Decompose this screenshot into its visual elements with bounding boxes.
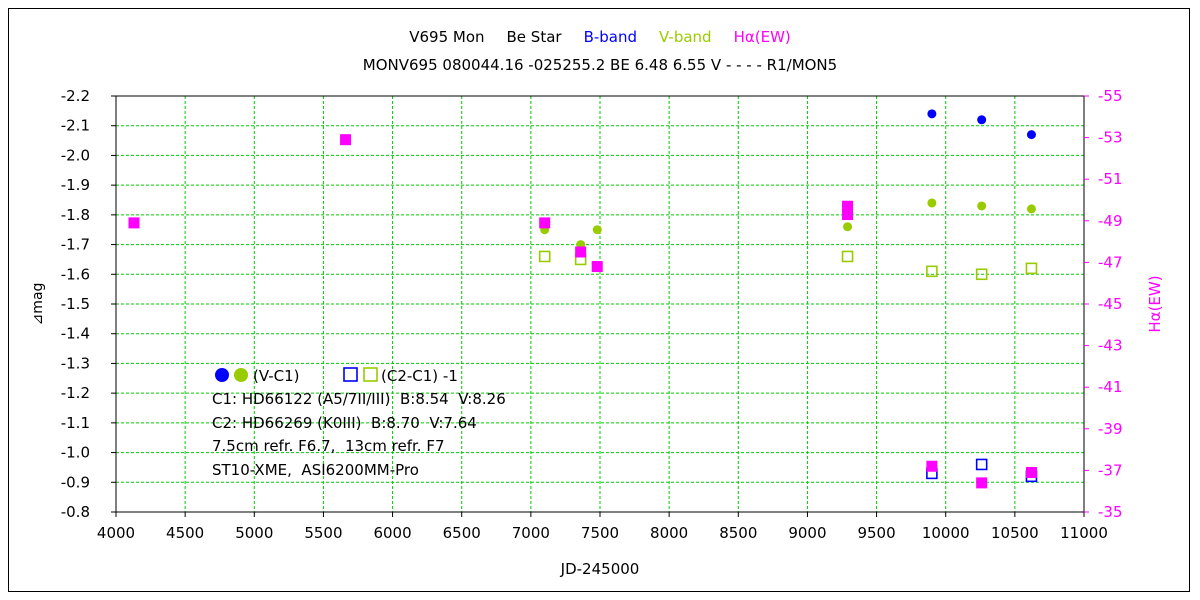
data-point bbox=[1025, 466, 1037, 478]
legend-comp1: C1: HD66122 (A5/7II/III) B:8.54 V:8.26 bbox=[212, 390, 506, 408]
y2-tick-label: -53 bbox=[1098, 129, 1123, 147]
data-point bbox=[927, 109, 937, 119]
y-tick-label: -1.3 bbox=[61, 354, 90, 372]
x-tick-label: 8500 bbox=[719, 524, 757, 542]
data-point bbox=[591, 261, 603, 273]
axis-ticks bbox=[111, 95, 1089, 517]
y-tick-label: -0.9 bbox=[61, 473, 90, 491]
axis-labels: 4000 4500 5000 5500 6000 6500 7000 7500 8000 8500… bbox=[30, 87, 1164, 578]
y-tick-label: -1.2 bbox=[61, 384, 90, 402]
title-part-3: V-band bbox=[659, 28, 712, 46]
legend-cameras: ST10-XME, ASI6200MM-Pro bbox=[212, 461, 419, 479]
y-tick-label: -1.1 bbox=[61, 414, 90, 432]
x-tick-label: 5000 bbox=[235, 524, 273, 542]
x-tick-label: 6500 bbox=[443, 524, 481, 542]
y-tick-label: -1.8 bbox=[61, 206, 90, 224]
x-tick-label: 9500 bbox=[857, 524, 895, 542]
y-tick-label: -1.0 bbox=[61, 444, 90, 462]
chart-title: V695 Mon Be Star B-band V-band Hα(EW) bbox=[0, 28, 1200, 46]
legend-b-circle bbox=[215, 368, 229, 382]
y-tick-label: -1.5 bbox=[61, 295, 90, 313]
y2-tick-label: -51 bbox=[1098, 170, 1123, 188]
y-tick-label: -2.2 bbox=[61, 87, 90, 105]
y-tick-label: -1.6 bbox=[61, 265, 90, 283]
grid-lines bbox=[116, 96, 1084, 512]
data-point bbox=[340, 134, 352, 146]
x-tick-label: 8000 bbox=[650, 524, 688, 542]
data-point bbox=[128, 217, 140, 229]
legend-comp2: C2: HD66269 (K0III) B:8.70 V:7.64 bbox=[212, 414, 477, 432]
data-point bbox=[1025, 262, 1038, 275]
y2-tick-label: -49 bbox=[1098, 212, 1123, 230]
legend-c2c1-label: (C2-C1) -1 bbox=[381, 367, 458, 385]
x-tick-label: 4000 bbox=[97, 524, 135, 542]
y2-tick-label: -55 bbox=[1098, 87, 1123, 105]
legend-telescopes: 7.5cm refr. F6.7, 13cm refr. F7 bbox=[212, 437, 445, 455]
y-tick-label: -1.4 bbox=[61, 325, 90, 343]
data-marks bbox=[128, 109, 1038, 489]
data-point bbox=[977, 201, 987, 211]
y2-tick-label: -39 bbox=[1098, 420, 1123, 438]
legend-vc1-label: (V-C1) bbox=[253, 367, 300, 385]
x-tick-label: 4500 bbox=[166, 524, 204, 542]
data-point bbox=[592, 225, 602, 235]
x-tick-label: 10500 bbox=[991, 524, 1039, 542]
data-point bbox=[841, 250, 854, 263]
data-point bbox=[927, 198, 937, 208]
data-point bbox=[977, 115, 987, 125]
data-point bbox=[976, 477, 988, 489]
data-point bbox=[975, 458, 988, 471]
data-point bbox=[975, 268, 988, 281]
y2-axis-label: Hα(EW) bbox=[1146, 275, 1164, 332]
x-axis-label: JD-245000 bbox=[560, 560, 640, 578]
title-part-0: V695 Mon bbox=[409, 28, 485, 46]
legend-v-square bbox=[363, 367, 378, 382]
x-tick-label: 7500 bbox=[581, 524, 619, 542]
data-point bbox=[843, 222, 853, 232]
data-point bbox=[1026, 130, 1036, 140]
y2-tick-label: -35 bbox=[1098, 503, 1123, 521]
x-tick-label: 6000 bbox=[373, 524, 411, 542]
data-point bbox=[538, 250, 551, 263]
x-tick-label: 9000 bbox=[788, 524, 826, 542]
y-tick-label: -0.8 bbox=[61, 503, 90, 521]
y2-tick-label: -43 bbox=[1098, 337, 1123, 355]
data-point bbox=[842, 200, 854, 212]
title-part-2: B-band bbox=[583, 28, 638, 46]
title-part-1: Be Star bbox=[506, 28, 562, 46]
y2-tick-label: -41 bbox=[1098, 378, 1123, 396]
chart-subtitle: MONV695 080044.16 -025255.2 BE 6.48 6.55… bbox=[362, 56, 838, 74]
y-tick-label: -1.9 bbox=[61, 176, 90, 194]
data-point bbox=[926, 460, 938, 472]
y2-tick-label: -47 bbox=[1098, 253, 1123, 271]
x-tick-label: 10000 bbox=[922, 524, 970, 542]
data-point bbox=[926, 265, 938, 278]
y-tick-label: -2.0 bbox=[61, 146, 90, 164]
chart-frame bbox=[8, 8, 1190, 592]
y-axis-label: ⊿mag bbox=[30, 283, 46, 326]
title-part-4: Hα(EW) bbox=[733, 28, 791, 46]
data-point bbox=[842, 209, 854, 221]
y2-tick-label: -45 bbox=[1098, 295, 1123, 313]
y-tick-label: -1.7 bbox=[61, 236, 90, 254]
data-point bbox=[539, 217, 551, 229]
legend-v-circle bbox=[234, 368, 248, 382]
data-point bbox=[575, 246, 587, 258]
y-tick-label: -2.1 bbox=[61, 117, 90, 135]
data-point bbox=[1026, 204, 1036, 214]
y2-tick-label: -37 bbox=[1098, 461, 1123, 479]
legend-b-square bbox=[343, 367, 358, 382]
x-tick-label: 7000 bbox=[512, 524, 550, 542]
legend: (V-C1) (C2-C1) -1 bbox=[215, 367, 458, 385]
x-tick-label: 5500 bbox=[304, 524, 342, 542]
x-tick-label: 11000 bbox=[1060, 524, 1108, 542]
